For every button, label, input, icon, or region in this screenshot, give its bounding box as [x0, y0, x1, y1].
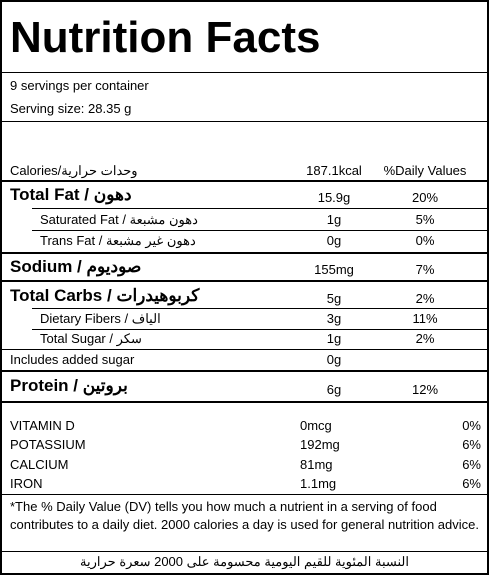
row-amount: 6g	[326, 382, 342, 397]
nutrient-amount: 81mg	[300, 457, 333, 472]
rule	[2, 370, 487, 372]
title: Nutrition Facts	[10, 13, 321, 62]
footnote: *The % Daily Value (DV) tells you how mu…	[10, 499, 479, 532]
row-dv: 12%	[411, 382, 439, 397]
row-label: Saturated Fat / دهون مشبعة	[40, 212, 198, 227]
nutrient-dv: 0%	[462, 418, 481, 433]
footnote-arabic: النسبة المئوية للقيم اليومية محسومة على …	[80, 554, 409, 569]
row-label: Sodium / صوديوم	[10, 257, 142, 276]
rule	[2, 280, 487, 282]
rule	[32, 230, 487, 231]
row-dv: 20%	[411, 190, 439, 205]
row-dv: 0%	[415, 233, 435, 248]
nutrient-name: POTASSIUM	[10, 437, 86, 452]
row-dv: 2%	[415, 291, 435, 306]
rule	[2, 494, 487, 495]
nutrient-amount: 0mcg	[300, 418, 332, 433]
rule	[32, 308, 487, 309]
row-label: Dietary Fibers / الياف	[40, 311, 161, 326]
rule	[2, 349, 487, 350]
dv-header: %Daily Values	[383, 163, 467, 178]
row-label: Total Sugar / سكر	[40, 331, 142, 346]
rule	[2, 401, 487, 403]
row-label: Total Carbs / كربوهيدرات	[10, 286, 200, 305]
nutrient-name: CALCIUM	[10, 457, 69, 472]
row-amount: 0g	[326, 352, 342, 367]
rule	[2, 121, 487, 122]
nutrient-name: IRON	[10, 476, 43, 491]
row-dv: 5%	[415, 212, 435, 227]
servings: 9 servings per container	[10, 78, 149, 93]
rule	[2, 180, 487, 182]
row-dv: 11%	[412, 311, 438, 326]
row-label: Total Fat / دهون	[10, 185, 132, 204]
rule	[2, 551, 487, 552]
nutrient-dv: 6%	[462, 437, 481, 452]
serving-size: Serving size: 28.35 g	[10, 101, 132, 116]
nutrient-amount: 192mg	[300, 437, 340, 452]
row-amount: 1g	[326, 212, 342, 227]
nutrient-dv: 6%	[462, 476, 481, 491]
row-amount: 1g	[326, 331, 342, 346]
rule	[32, 208, 487, 209]
row-amount: 15.9g	[317, 190, 351, 205]
nutrient-dv: 6%	[462, 457, 481, 472]
row-amount: 0g	[326, 233, 342, 248]
rule	[32, 329, 487, 330]
calories-label: Calories/وحدات حرارية	[10, 163, 138, 178]
rule	[2, 72, 487, 73]
rule	[2, 252, 487, 254]
row-dv: 2%	[415, 331, 435, 346]
nutrient-amount: 1.1mg	[300, 476, 337, 491]
row-label: Includes added sugar	[10, 352, 135, 367]
row-label: Protein / بروتين	[10, 376, 128, 395]
row-amount: 3g	[326, 311, 342, 326]
row-amount: 155mg	[314, 262, 354, 277]
row-label: Trans Fat / دهون غير مشبعة	[40, 233, 196, 248]
row-dv: 7%	[415, 262, 435, 277]
calories-amount: 187.1kcal	[306, 163, 362, 178]
row-amount: 5g	[326, 291, 342, 306]
nutrient-name: VITAMIN D	[10, 418, 75, 433]
